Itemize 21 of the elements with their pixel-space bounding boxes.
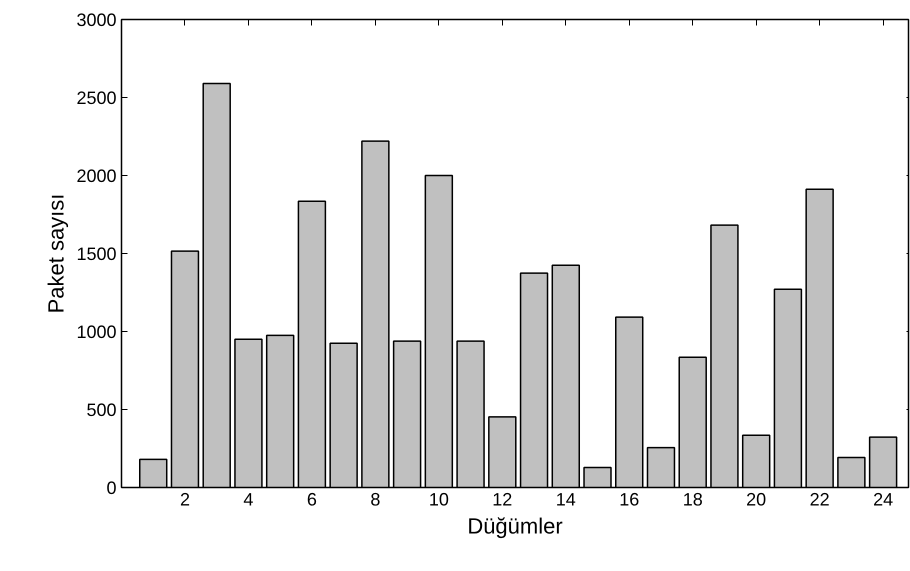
x-tick-label: 14 — [556, 490, 576, 510]
x-tick-label: 2 — [180, 490, 190, 510]
x-tick-label: 12 — [492, 490, 512, 510]
x-tick-label: 8 — [370, 490, 380, 510]
x-tick-label: 24 — [873, 490, 894, 510]
x-tick-label: 20 — [746, 490, 766, 510]
x-tick-label: 4 — [243, 490, 254, 510]
x-tick-label: 6 — [306, 490, 317, 510]
y-tick-label: 2000 — [76, 166, 117, 186]
y-tick-label: 1000 — [76, 322, 117, 342]
x-tick-label: 10 — [428, 490, 449, 510]
y-tick-label: 500 — [86, 400, 117, 420]
x-tick-label: 22 — [810, 490, 830, 510]
y-tick-label: 3000 — [76, 10, 117, 30]
y-tick-label: 0 — [106, 478, 117, 498]
y-tick-label: 1500 — [76, 244, 117, 264]
y-axis-title: Paket sayısı — [43, 194, 68, 314]
y-tick-label: 2500 — [76, 88, 117, 108]
x-tick-label: 18 — [682, 490, 703, 510]
x-axis-title: Düğümler — [467, 514, 563, 538]
x-tick-label: 16 — [619, 490, 640, 510]
